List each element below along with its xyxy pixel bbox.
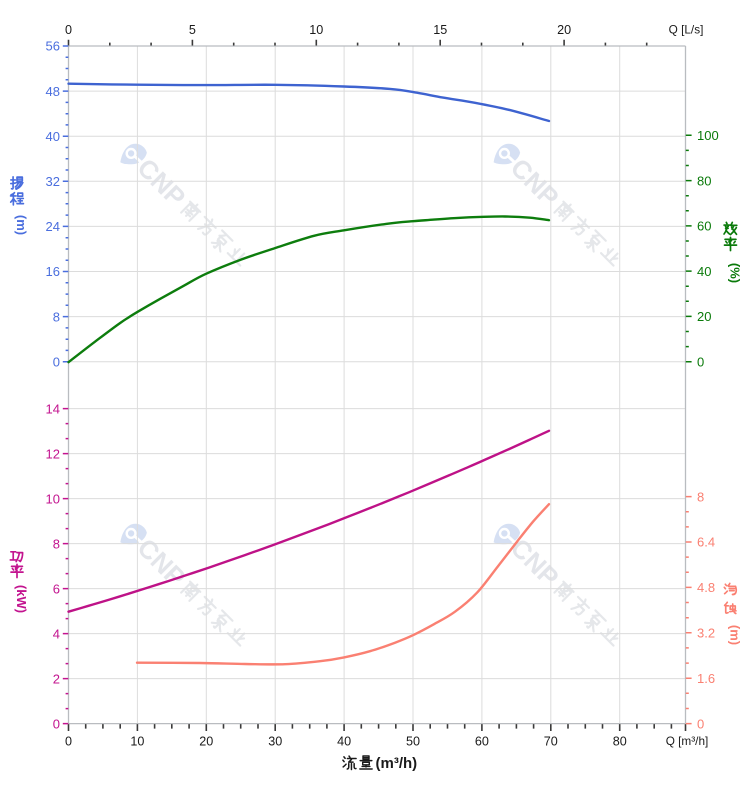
svg-text:16: 16 — [46, 264, 60, 279]
svg-text:100: 100 — [697, 128, 719, 143]
svg-text:0: 0 — [53, 354, 60, 369]
svg-text:5: 5 — [189, 23, 196, 37]
svg-text:(%): (%) — [728, 263, 743, 283]
svg-text:32: 32 — [46, 174, 60, 189]
svg-text:48: 48 — [46, 84, 60, 99]
svg-text:10: 10 — [130, 735, 144, 749]
svg-text:14: 14 — [46, 401, 60, 416]
svg-text:8: 8 — [53, 309, 60, 324]
svg-text:8: 8 — [697, 489, 704, 504]
svg-text:40: 40 — [46, 129, 60, 144]
svg-text:70: 70 — [544, 735, 558, 749]
svg-text:24: 24 — [46, 219, 60, 234]
svg-text:60: 60 — [697, 219, 711, 234]
svg-text:(m³/h): (m³/h) — [376, 755, 418, 772]
svg-text:80: 80 — [613, 735, 627, 749]
svg-text:Q [m³/h]: Q [m³/h] — [666, 734, 709, 748]
svg-text:0: 0 — [65, 735, 72, 749]
svg-text:50: 50 — [406, 735, 420, 749]
svg-text:30: 30 — [268, 735, 282, 749]
svg-text:(m): (m) — [728, 625, 743, 645]
svg-text:6: 6 — [53, 581, 60, 596]
svg-text:4: 4 — [53, 626, 60, 641]
svg-text:(m): (m) — [14, 215, 29, 235]
svg-text:8: 8 — [53, 536, 60, 551]
svg-text:15: 15 — [433, 23, 447, 37]
svg-text:0: 0 — [65, 23, 72, 37]
svg-text:0: 0 — [53, 716, 60, 731]
svg-text:0: 0 — [697, 716, 704, 731]
svg-text:20: 20 — [557, 23, 571, 37]
svg-text:60: 60 — [475, 735, 489, 749]
svg-text:10: 10 — [46, 491, 60, 506]
svg-text:2: 2 — [53, 671, 60, 686]
svg-text:12: 12 — [46, 446, 60, 461]
svg-text:6.4: 6.4 — [697, 535, 715, 550]
svg-text:1.6: 1.6 — [697, 671, 715, 686]
svg-text:40: 40 — [337, 735, 351, 749]
svg-text:10: 10 — [309, 23, 323, 37]
svg-text:20: 20 — [697, 309, 711, 324]
svg-text:4.8: 4.8 — [697, 580, 715, 595]
svg-text:Q [L/s]: Q [L/s] — [669, 23, 704, 37]
svg-text:0: 0 — [697, 354, 704, 369]
svg-text:3.2: 3.2 — [697, 626, 715, 641]
svg-text:20: 20 — [199, 735, 213, 749]
svg-text:(kW): (kW) — [14, 585, 29, 613]
svg-text:56: 56 — [46, 39, 60, 54]
svg-text:80: 80 — [697, 173, 711, 188]
svg-text:40: 40 — [697, 264, 711, 279]
